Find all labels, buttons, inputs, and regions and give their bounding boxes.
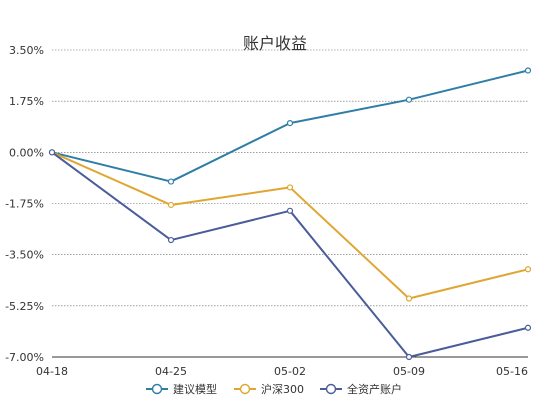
y-tick-label: -1.75%	[5, 198, 44, 211]
axes: 3.50%1.75%0.00%-1.75%-3.50%-5.25%-7.00%0…	[5, 44, 528, 378]
series-layer	[48, 67, 532, 361]
legend-label: 沪深300	[261, 382, 304, 396]
data-point[interactable]	[405, 295, 413, 302]
y-tick-label: 1.75%	[9, 95, 44, 108]
legend-swatch-marker	[151, 383, 163, 395]
data-point[interactable]	[48, 149, 56, 156]
legend-label: 建议模型	[173, 382, 217, 396]
grid	[52, 49, 528, 307]
data-point[interactable]	[167, 178, 175, 185]
data-point[interactable]	[286, 119, 294, 127]
series-1	[48, 67, 532, 185]
legend-item[interactable]: 沪深300	[234, 382, 304, 396]
legend[interactable]: 建议模型 沪深300 全资产账户	[146, 382, 402, 396]
y-tick-label: -5.25%	[5, 300, 44, 313]
data-point[interactable]	[524, 266, 532, 273]
chart-title: 账户收益	[243, 34, 307, 53]
data-point[interactable]	[286, 207, 294, 214]
x-tick-label: 05-16	[496, 365, 528, 378]
x-tick-label: 05-02	[274, 365, 306, 378]
legend-label: 全资产账户	[347, 382, 402, 396]
data-point[interactable]	[286, 184, 294, 191]
series-2	[48, 149, 532, 302]
legend-item[interactable]: 建议模型	[146, 382, 217, 396]
data-point[interactable]	[167, 236, 175, 244]
series-3	[48, 149, 532, 361]
y-tick-label: -7.00%	[5, 351, 44, 364]
series-line	[51, 151, 529, 300]
y-tick-label: 0.00%	[9, 146, 44, 159]
data-point[interactable]	[405, 96, 413, 103]
x-tick-label: 05-09	[393, 365, 425, 378]
data-point[interactable]	[524, 324, 532, 331]
y-tick-label: 3.50%	[9, 44, 44, 57]
legend-swatch-marker	[239, 383, 251, 395]
x-tick-label: 04-18	[36, 365, 68, 378]
legend-item[interactable]: 全资产账户	[320, 382, 402, 396]
data-point[interactable]	[167, 201, 175, 209]
legend-swatch-marker	[325, 383, 337, 395]
y-tick-label: -3.50%	[5, 249, 44, 262]
data-point[interactable]	[524, 67, 532, 74]
x-tick-label: 04-25	[155, 365, 187, 378]
data-point[interactable]	[405, 353, 413, 361]
